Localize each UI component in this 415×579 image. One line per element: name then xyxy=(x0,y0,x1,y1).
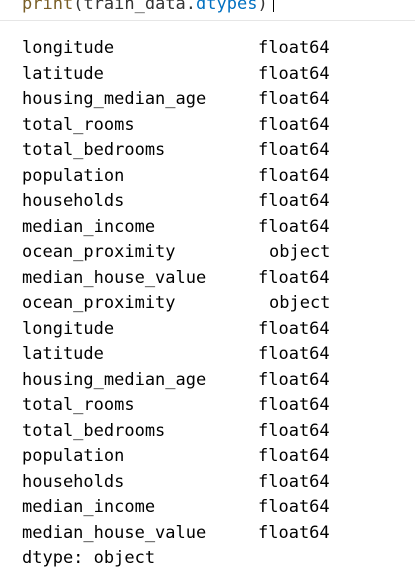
column-dtype: float64 xyxy=(258,497,330,517)
attribute-name: dtypes xyxy=(196,0,258,14)
output-row: total_bedrooms float64 xyxy=(22,419,402,445)
output-row: longitude float64 xyxy=(22,317,402,343)
column-dtype: float64 xyxy=(258,395,330,415)
output-row: population float64 xyxy=(22,164,402,190)
column-name: median_income xyxy=(22,497,156,517)
column-dtype: float64 xyxy=(258,165,330,186)
column-dtype: float64 xyxy=(258,420,330,441)
column-name: longitude xyxy=(22,318,115,339)
output-row: total_rooms float64 xyxy=(22,113,402,139)
column-dtype: float64 xyxy=(258,114,330,135)
code-line[interactable]: print(train_data.dtypes) xyxy=(22,0,274,16)
column-dtype: object xyxy=(269,293,331,313)
column-name: latitude xyxy=(22,344,104,364)
output-row: total_bedrooms float64 xyxy=(22,138,402,164)
output-row: median_income float64 xyxy=(22,495,402,521)
output-row: total_rooms float64 xyxy=(22,393,402,419)
column-name: median_house_value xyxy=(22,267,207,288)
output-row: ocean_proximity object xyxy=(22,291,402,317)
column-name: total_rooms xyxy=(22,395,135,415)
column-name: latitude xyxy=(22,63,104,84)
output-row: latitude float64 xyxy=(22,342,402,368)
column-dtype: float64 xyxy=(258,522,330,543)
column-name: total_bedrooms xyxy=(22,140,166,160)
output-row: median_income float64 xyxy=(22,215,402,241)
output-row: median_house_value float64 xyxy=(22,266,402,292)
output-row: households float64 xyxy=(22,470,402,496)
column-dtype: float64 xyxy=(258,267,330,288)
column-dtype: float64 xyxy=(258,446,330,466)
print-function: print xyxy=(22,0,74,14)
output-row: population float64 xyxy=(22,444,402,470)
output-row: longitude float64 xyxy=(22,36,402,62)
column-dtype: float64 xyxy=(258,63,330,84)
output-row: ocean_proximity object xyxy=(22,240,402,266)
output-row: housing_median_age float64 xyxy=(22,87,402,113)
column-dtype: float64 xyxy=(258,191,330,211)
cell-output: longitude float64 latitude float64 housing_m… xyxy=(22,36,402,572)
output-row: median_house_value float64 xyxy=(22,521,402,547)
column-name: population xyxy=(22,165,125,186)
dot: . xyxy=(185,0,197,14)
column-name: median_income xyxy=(22,216,156,237)
code-cell[interactable]: print(train_data.dtypes) xyxy=(0,0,415,21)
column-dtype: float64 xyxy=(258,318,330,339)
output-row: housing_median_age float64 xyxy=(22,368,402,394)
output-row: households float64 xyxy=(22,189,402,215)
column-name: housing_median_age xyxy=(22,89,207,109)
column-name: housing_median_age xyxy=(22,369,207,390)
column-dtype: float64 xyxy=(258,369,330,390)
column-dtype: float64 xyxy=(258,89,330,109)
column-name: ocean_proximity xyxy=(22,293,176,313)
dtype-footer: dtype: object xyxy=(22,548,156,568)
text-cursor xyxy=(272,0,274,12)
column-dtype: float64 xyxy=(258,140,330,160)
variable-name: train_data xyxy=(83,0,186,14)
open-paren: ( xyxy=(73,0,84,14)
column-dtype: float64 xyxy=(258,216,330,237)
column-name: total_bedrooms xyxy=(22,420,166,441)
column-name: households xyxy=(22,471,125,492)
column-name: median_house_value xyxy=(22,522,207,543)
column-dtype: float64 xyxy=(258,471,330,492)
output-row: latitude float64 xyxy=(22,62,402,88)
close-paren: ) xyxy=(257,0,268,14)
column-dtype: float64 xyxy=(258,38,330,58)
column-dtype: float64 xyxy=(258,344,330,364)
column-dtype: object xyxy=(269,242,331,262)
column-name: total_rooms xyxy=(22,114,135,135)
column-name: population xyxy=(22,446,125,466)
column-name: households xyxy=(22,191,125,211)
column-name: longitude xyxy=(22,38,115,58)
column-name: ocean_proximity xyxy=(22,242,176,262)
